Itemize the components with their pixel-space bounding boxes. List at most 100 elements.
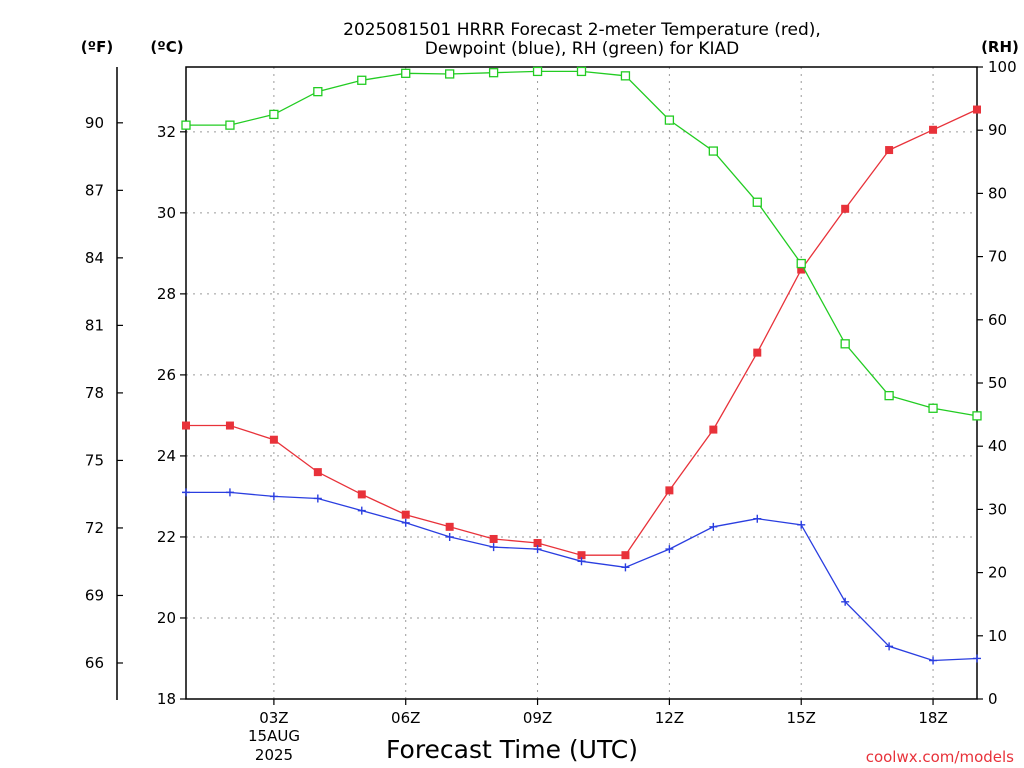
data-point (577, 551, 586, 560)
chart-title-line-2: Dewpoint (blue), RH (green) for KIAD (425, 39, 739, 59)
rh-tick-label: 100 (988, 58, 1017, 76)
data-point (621, 563, 630, 572)
fahrenheit-tick-label: 78 (85, 384, 104, 402)
data-point (972, 411, 982, 421)
x-tick-label: 15Z (787, 709, 816, 727)
data-point (796, 258, 806, 269)
data-point (401, 510, 410, 519)
data-point (973, 105, 981, 114)
data-point (841, 204, 850, 213)
data-point (313, 86, 323, 97)
data-point (488, 68, 499, 78)
data-point (445, 532, 454, 541)
x-axis-label: Forecast Time (UTC) (386, 735, 638, 764)
data-point (753, 348, 762, 357)
fahrenheit-tick-label: 81 (85, 316, 104, 334)
rh-tick-label: 70 (988, 248, 1007, 266)
data-point (533, 545, 542, 554)
data-point (181, 120, 191, 130)
rh-tick-label: 90 (988, 121, 1007, 139)
data-point (269, 492, 278, 501)
data-point (357, 75, 367, 85)
series-line (186, 108, 978, 556)
celsius-tick-label: 24 (157, 447, 176, 465)
celsius-tick-label: 28 (157, 285, 176, 303)
fahrenheit-tick-label: 66 (85, 654, 104, 672)
date-label-line-2: 2025 (255, 746, 293, 764)
data-point (709, 522, 718, 531)
data-point (664, 115, 675, 125)
rh-tick-label: 40 (988, 437, 1007, 455)
data-point (445, 522, 454, 531)
data-point (225, 421, 234, 430)
data-point (489, 543, 498, 552)
data-point (313, 494, 322, 503)
data-point (401, 518, 410, 527)
data-point (928, 403, 938, 413)
data-point (182, 421, 190, 430)
data-point (445, 69, 455, 79)
credit-label: coolwx.com/models (866, 748, 1014, 766)
data-point (225, 120, 235, 130)
rh-tick-label: 80 (988, 184, 1007, 202)
data-point (577, 557, 586, 566)
data-point (797, 520, 806, 529)
data-point (401, 68, 411, 78)
data-point (532, 66, 543, 77)
chart-title-line-1: 2025081501 HRRR Forecast 2-meter Tempera… (343, 20, 821, 40)
celsius-tick-label: 26 (157, 366, 176, 384)
data-point (357, 506, 366, 515)
axis-ticks: 03Z 06Z 09Z 12Z 15Z 18Z 18 20 22 24 26 28 30 32 66 69 72… (85, 58, 1017, 727)
series-line (186, 491, 978, 662)
rh-axis-unit: (RH) (981, 38, 1019, 56)
fahrenheit-tick-label: 75 (85, 451, 104, 469)
fahrenheit-tick-label: 69 (85, 586, 104, 604)
fahrenheit-tick-label: 72 (85, 519, 104, 537)
data-point (357, 490, 366, 499)
celsius-axis-unit: (ºC) (150, 38, 183, 56)
celsius-tick-label: 18 (157, 690, 176, 708)
fahrenheit-tick-label: 90 (85, 114, 104, 132)
fahrenheit-axis-unit: (ºF) (81, 38, 113, 56)
rh-tick-label: 30 (988, 500, 1007, 518)
date-label-line-1: 15AUG (248, 727, 300, 745)
gridlines (186, 67, 977, 699)
celsius-tick-label: 20 (157, 609, 176, 627)
data-point (665, 545, 674, 554)
data-point (929, 125, 938, 134)
data-point (753, 514, 762, 523)
data-point (313, 468, 322, 477)
data-point (929, 656, 938, 665)
celsius-tick-label: 22 (157, 528, 176, 546)
x-tick-label: 06Z (391, 709, 420, 727)
series-0 (182, 105, 981, 560)
rh-tick-label: 60 (988, 311, 1007, 329)
data-point (840, 339, 850, 349)
data-series (181, 66, 982, 665)
data-point (489, 534, 498, 543)
x-tick-label: 18Z (918, 709, 947, 727)
rh-tick-label: 10 (988, 627, 1007, 645)
data-point (884, 390, 894, 401)
data-point (533, 539, 542, 548)
rh-tick-label: 20 (988, 564, 1007, 582)
data-point (885, 146, 894, 155)
data-point (621, 551, 630, 560)
data-point (973, 654, 981, 663)
data-point (182, 488, 190, 497)
data-point (708, 146, 718, 156)
data-point (841, 597, 850, 606)
series-line (186, 70, 978, 417)
data-point (665, 486, 674, 495)
series-1 (182, 488, 981, 665)
rh-tick-label: 50 (988, 374, 1007, 392)
data-point (269, 109, 279, 120)
data-point (709, 425, 718, 434)
x-tick-label: 09Z (523, 709, 552, 727)
data-point (225, 488, 234, 497)
celsius-tick-label: 32 (157, 123, 176, 141)
x-tick-label: 12Z (655, 709, 684, 727)
data-point (576, 66, 587, 77)
plot-frame (185, 66, 978, 700)
